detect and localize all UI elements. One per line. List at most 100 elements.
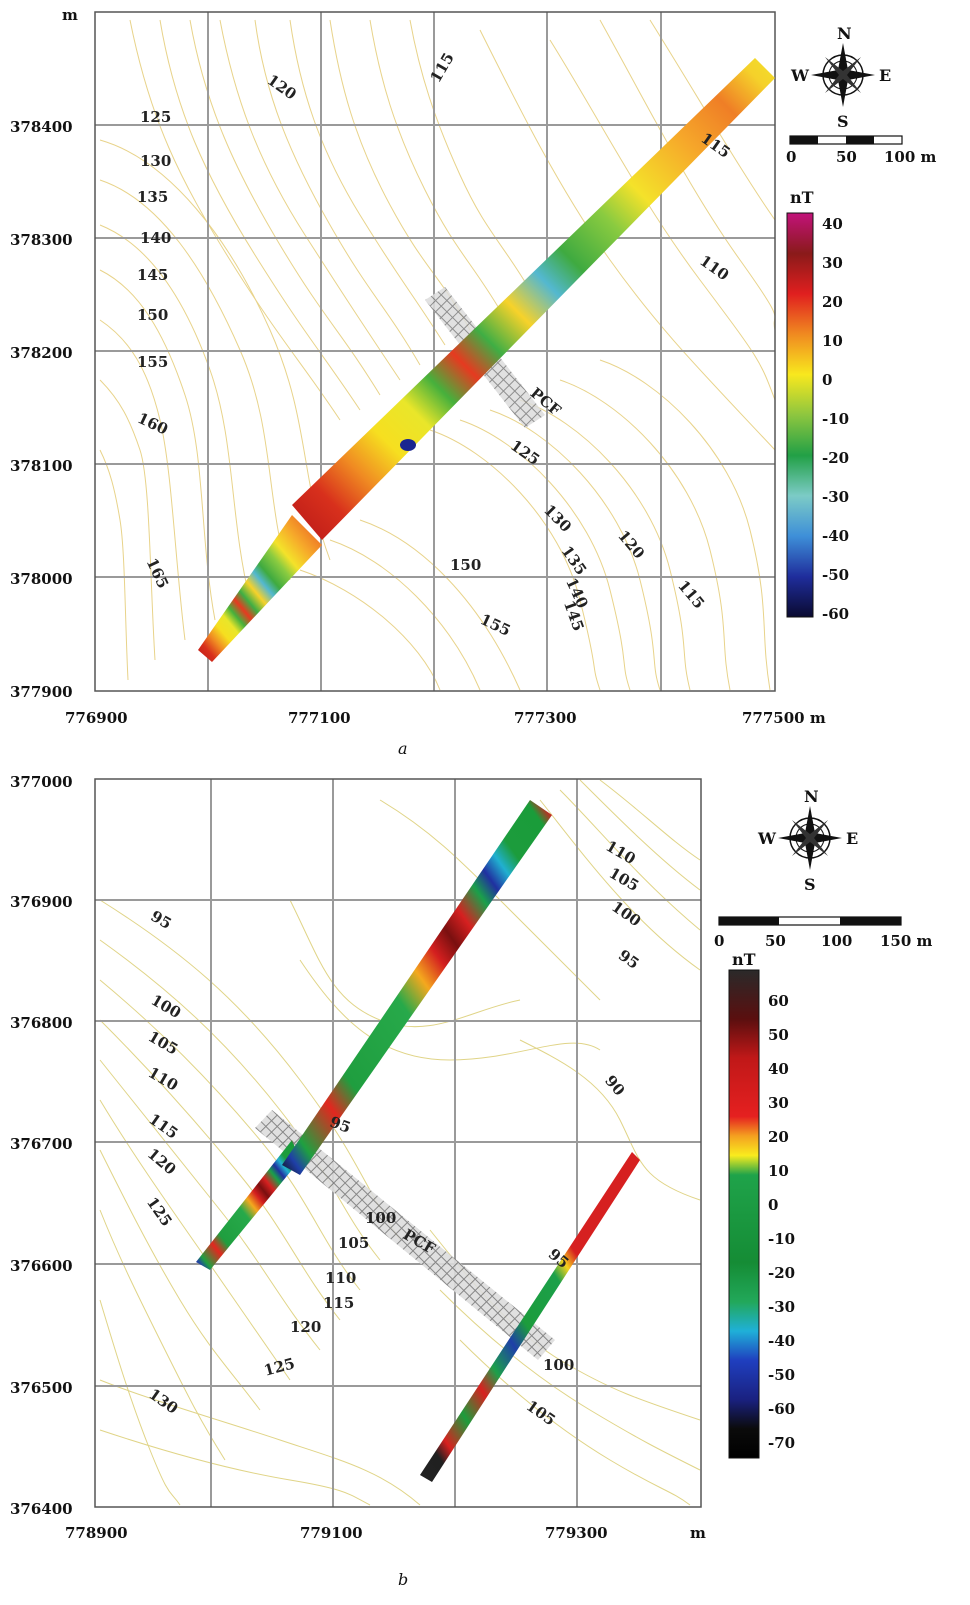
- compass-rose-icon: N S E W: [757, 787, 858, 894]
- colorbar-tick: -60: [822, 605, 849, 623]
- colorbar-tick: 10: [768, 1162, 789, 1180]
- compass-e: E: [846, 829, 858, 848]
- scale-tick: 150 m: [880, 932, 933, 950]
- compass-n: N: [837, 24, 852, 43]
- colorbar-tick: -40: [822, 527, 849, 545]
- colorbar-tick: -20: [822, 449, 849, 467]
- contour-label: 135: [137, 188, 168, 206]
- compass-s: S: [837, 112, 849, 131]
- contour-label: 145: [137, 266, 168, 284]
- scale-tick: 100: [821, 932, 852, 950]
- pcf-area-b: [255, 1110, 555, 1360]
- colorbar-tick: -30: [768, 1298, 795, 1316]
- grid-lines-a: [95, 12, 775, 691]
- compass-s: S: [804, 875, 816, 894]
- colorbar-tick: -60: [768, 1400, 795, 1418]
- contour-label: 125: [140, 108, 171, 126]
- contour-label: 155: [137, 353, 168, 371]
- contour-label: 120: [290, 1318, 321, 1336]
- colorbar-tick: 10: [822, 332, 843, 350]
- caption-a: a: [398, 739, 408, 758]
- compass-n: N: [804, 787, 819, 806]
- y-tick: 376400: [10, 1500, 73, 1518]
- x-axis-b: 778900 779100 779300 m: [65, 1524, 706, 1542]
- colorbar-tick: 30: [768, 1094, 789, 1112]
- x-tick: 777500 m: [742, 709, 826, 727]
- contour-label: 100: [365, 1209, 396, 1227]
- scale-tick: 0: [714, 932, 724, 950]
- colorbar-b: nT 60 50 40 30 20 10 0 -10 -20 -30 -40 -…: [728, 950, 795, 1459]
- y-tick: 378000: [10, 570, 73, 588]
- colorbar-tick: -20: [768, 1264, 795, 1282]
- anomaly-a: [400, 439, 416, 451]
- x-axis-a: 776900 777100 777300 777500 m: [65, 709, 826, 727]
- colorbar-tick: 0: [768, 1196, 778, 1214]
- colorbar-tick: 0: [822, 371, 832, 389]
- scale-bar-a: 0 50 100 m: [786, 135, 937, 166]
- scale-tick: 50: [765, 932, 786, 950]
- caption-b: b: [398, 1570, 408, 1589]
- colorbar-tick: -10: [768, 1230, 795, 1248]
- colorbar-tick: -30: [822, 488, 849, 506]
- y-tick: 377900: [10, 683, 73, 701]
- survey-strip-a: [292, 58, 775, 540]
- y-tick: 378200: [10, 344, 73, 362]
- y-tick: 376800: [10, 1014, 73, 1032]
- contour-label: 115: [323, 1294, 354, 1312]
- y-axis-unit: m: [62, 6, 78, 24]
- x-tick: m: [690, 1524, 706, 1542]
- y-tick: 378100: [10, 457, 73, 475]
- colorbar-tick: 20: [822, 293, 843, 311]
- scale-tick: 100 m: [884, 148, 937, 166]
- colorbar-tick: 20: [768, 1128, 789, 1146]
- survey-strip-b: [282, 800, 552, 1175]
- x-tick: 777100: [288, 709, 351, 727]
- y-tick: 376600: [10, 1257, 73, 1275]
- contour-label: 130: [140, 152, 171, 170]
- y-tick: 376500: [10, 1379, 73, 1397]
- colorbar-tick: -50: [768, 1366, 795, 1384]
- survey-strip-a-narrow: [198, 515, 322, 662]
- y-tick: 376900: [10, 893, 73, 911]
- scale-tick: 0: [786, 148, 796, 166]
- colorbar-tick: 50: [768, 1026, 789, 1044]
- x-tick: 777300: [514, 709, 577, 727]
- compass-w: W: [790, 66, 810, 85]
- colorbar-unit: nT: [732, 950, 756, 969]
- scale-tick: 50: [836, 148, 857, 166]
- y-tick: 377000: [10, 773, 73, 791]
- colorbar-unit: nT: [790, 188, 814, 207]
- map-border-a: [94, 11, 776, 692]
- panel-a: 120 115 125 130 135 140 145 150 155 160 …: [10, 6, 937, 758]
- x-tick: 779300: [545, 1524, 608, 1542]
- colorbar-tick: 60: [768, 992, 789, 1010]
- x-tick: 778900: [65, 1524, 128, 1542]
- map-border-b: [94, 778, 702, 1508]
- contour-label: 150: [137, 306, 168, 324]
- colorbar-tick: 40: [768, 1060, 789, 1078]
- colorbar-tick: 30: [822, 254, 843, 272]
- panel-b: 110 105 100 95 95 100 105 110 115 120 12…: [10, 773, 933, 1589]
- compass-e: E: [879, 66, 891, 85]
- y-tick: 378300: [10, 231, 73, 249]
- scale-bar-b: 0 50 100 150 m: [714, 916, 933, 950]
- survey-strip-b-narrow: [196, 1140, 300, 1270]
- colorbar-tick: -70: [768, 1434, 795, 1452]
- colorbar-a: nT 40 30 20 10 0 -10 -20 -30 -40 -50 -60: [786, 188, 849, 623]
- y-tick: 376700: [10, 1135, 73, 1153]
- colorbar-tick: -50: [822, 566, 849, 584]
- contour-label: 140: [140, 229, 171, 247]
- contour-label: 110: [325, 1269, 356, 1287]
- compass-rose-icon: N S E W: [790, 24, 891, 131]
- y-axis-b: 377000 376900 376800 376700 376600 37650…: [10, 773, 73, 1518]
- contour-label: 105: [338, 1234, 369, 1252]
- colorbar-tick: 40: [822, 215, 843, 233]
- contour-label: 100: [543, 1356, 574, 1374]
- x-tick: 776900: [65, 709, 128, 727]
- contour-label: 150: [450, 556, 481, 574]
- y-tick: 378400: [10, 118, 73, 136]
- survey-strip-b-east: [420, 1152, 640, 1482]
- x-tick: 779100: [300, 1524, 363, 1542]
- colorbar-tick: -40: [768, 1332, 795, 1350]
